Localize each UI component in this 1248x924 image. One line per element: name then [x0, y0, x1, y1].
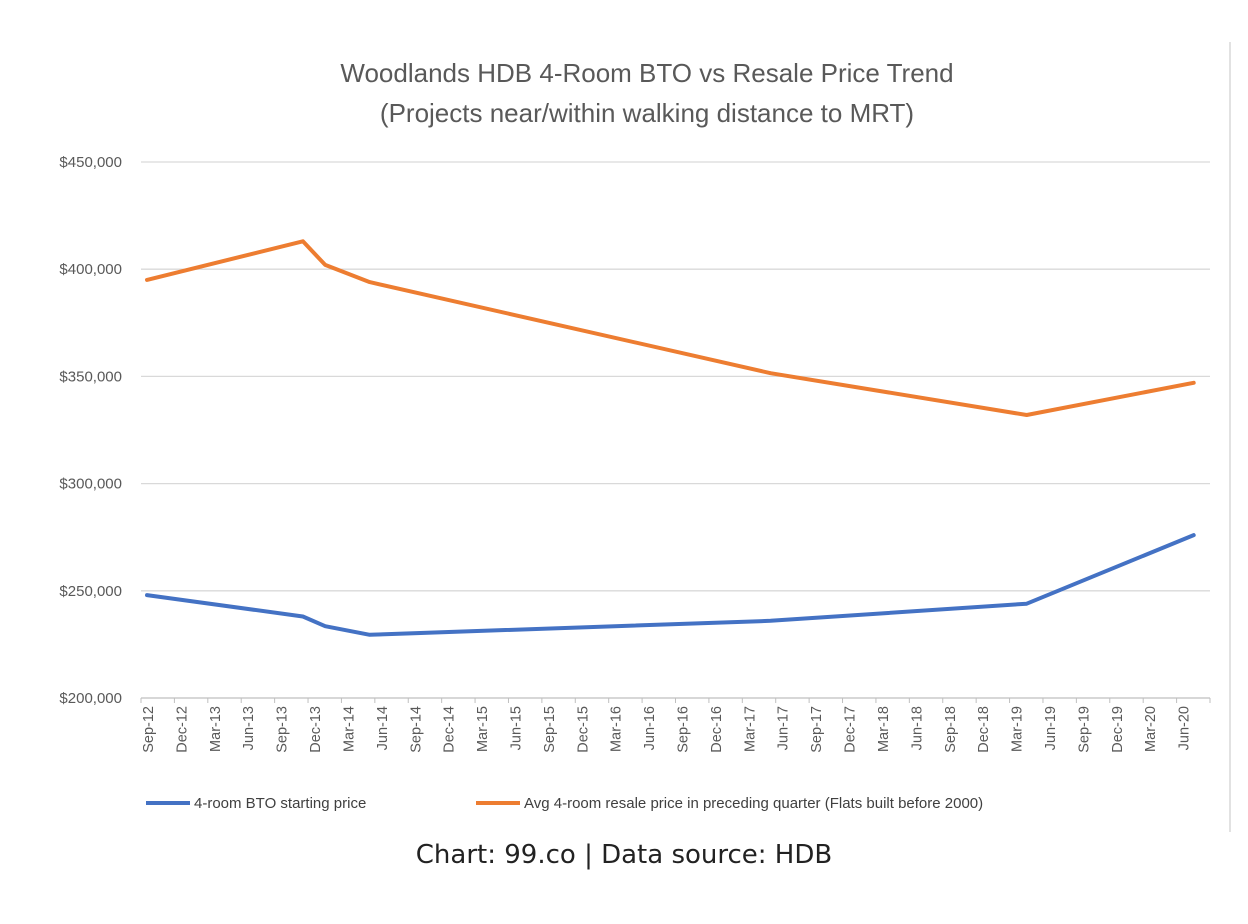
chart-caption: Chart: 99.co | Data source: HDB: [415, 840, 833, 870]
series-line-resale: [145, 239, 1196, 417]
x-tick-label: Sep-17: [809, 706, 825, 753]
chart-title-line-2: (Projects near/within walking distance t…: [380, 98, 914, 128]
x-tick-label: Mar-14: [341, 706, 357, 752]
x-tick-label: Dec-14: [442, 706, 458, 753]
x-tick-label: Mar-19: [1010, 706, 1026, 752]
y-tick-label: $250,000: [59, 583, 122, 600]
x-tick-label: Dec-16: [709, 706, 725, 753]
x-tick-label: Dec-13: [308, 706, 324, 753]
x-tick-label: Dec-17: [843, 706, 859, 753]
y-tick-label: $200,000: [59, 690, 122, 707]
legend-label: 4-room BTO starting price: [194, 795, 366, 812]
x-tick-label: Sep-12: [141, 706, 157, 753]
x-tick-label: Dec-18: [976, 706, 992, 753]
x-tick-label: Sep-13: [275, 706, 291, 753]
x-tick-label: Mar-13: [208, 706, 224, 752]
x-tick-label: Dec-12: [174, 706, 190, 753]
legend-label: Avg 4-room resale price in preceding qua…: [524, 795, 983, 812]
x-tick-label: Mar-17: [742, 706, 758, 752]
x-tick-label: Jun-13: [241, 706, 257, 750]
y-tick-label: $350,000: [59, 368, 122, 385]
y-tick-label: $450,000: [59, 154, 122, 171]
y-tick-label: $400,000: [59, 261, 122, 278]
x-tick-label: Jun-18: [909, 706, 925, 750]
x-tick-label: Mar-18: [876, 706, 892, 752]
x-tick-label: Mar-20: [1143, 706, 1159, 752]
x-tick-label: Sep-15: [542, 706, 558, 753]
chart-title-line-1: Woodlands HDB 4-Room BTO vs Resale Price…: [340, 58, 953, 88]
x-tick-label: Dec-19: [1110, 706, 1126, 753]
y-tick-label: $300,000: [59, 476, 122, 493]
x-tick-label: Dec-15: [575, 706, 591, 753]
x-tick-label: Jun-16: [642, 706, 658, 750]
x-tick-label: Jun-14: [375, 706, 391, 750]
x-tick-label: Jun-17: [776, 706, 792, 750]
series-line-bto: [145, 533, 1196, 637]
x-tick-label: Sep-18: [943, 706, 959, 753]
x-tick-label: Sep-14: [408, 706, 424, 753]
x-tick-label: Jun-19: [1043, 706, 1059, 750]
x-tick-label: Sep-19: [1076, 706, 1092, 753]
x-tick-label: Jun-15: [508, 706, 524, 750]
x-tick-label: Mar-16: [609, 706, 625, 752]
x-tick-label: Mar-15: [475, 706, 491, 752]
x-tick-label: Sep-16: [676, 706, 692, 753]
x-tick-label: Jun-20: [1177, 706, 1193, 750]
